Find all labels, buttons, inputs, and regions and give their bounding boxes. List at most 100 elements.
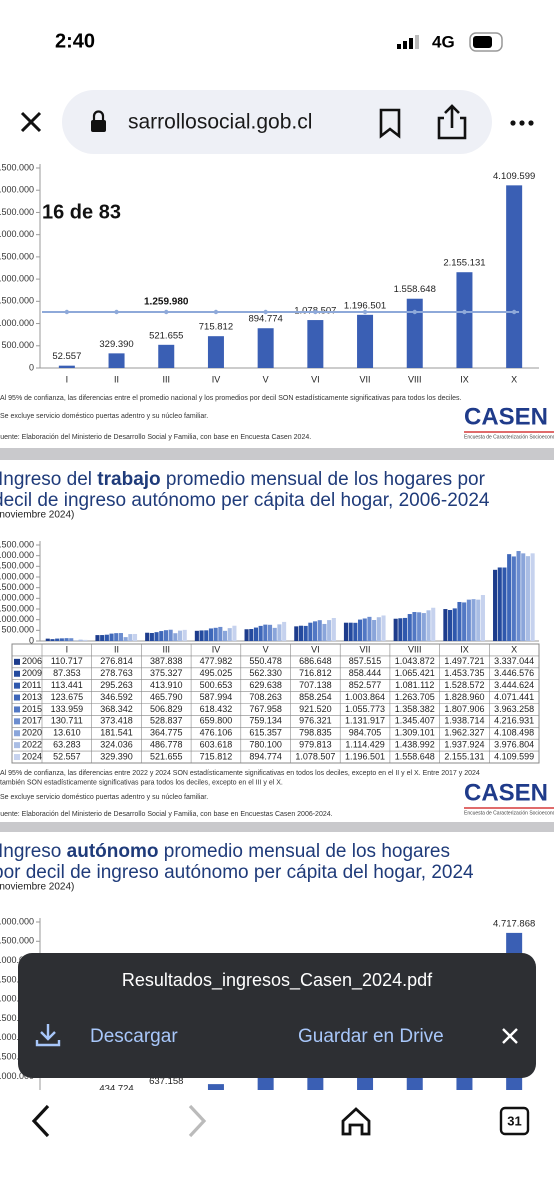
page-indicator: 16 de 83 (42, 201, 121, 223)
y-tick-label: 3.500.000 (0, 207, 34, 217)
legend-label: 2011 (22, 680, 41, 690)
table-cell: 276.814 (100, 656, 133, 666)
table-cell: 13.610 (53, 728, 81, 738)
table-cell: 707.138 (299, 680, 332, 690)
table-cell: 562.330 (249, 668, 282, 678)
bookmark-button[interactable] (379, 108, 401, 139)
table-cell: 1.055.773 (345, 704, 385, 714)
data-label: 894.774 (248, 314, 282, 325)
bar (393, 618, 398, 641)
share-button[interactable] (437, 104, 467, 140)
table-cell: 780.100 (249, 740, 282, 750)
table-cell: 4.071.441 (494, 692, 534, 702)
tab-count: 31 (507, 1113, 521, 1128)
table-cell: 1.358.382 (395, 704, 435, 714)
table-cell: 1.345.407 (395, 716, 435, 726)
bar (362, 618, 367, 641)
footnote: también SON estadísticamente significati… (0, 779, 283, 786)
y-tick-label: 1.500.000 (0, 1051, 34, 1061)
drive-button[interactable]: Guardar en Drive (298, 1026, 444, 1047)
bar (244, 629, 249, 641)
forward-button[interactable] (188, 1104, 207, 1138)
table-cell: 1.078.507 (295, 751, 335, 761)
bar (313, 621, 318, 641)
bar (100, 635, 105, 641)
url-bar[interactable] (62, 90, 492, 154)
bar (376, 617, 381, 641)
y-tick-label: 0 (29, 362, 34, 372)
y-tick-label: 1.000.000 (0, 318, 34, 328)
chart: Ingreso del trabajo promedio mensual de … (0, 469, 554, 818)
bar (253, 627, 259, 641)
y-tick-label: 1.500.000 (0, 296, 34, 306)
bar (282, 621, 287, 641)
bar (204, 630, 209, 641)
bar (123, 637, 128, 641)
bar (480, 595, 485, 641)
y-tick-label: 5.000.000 (0, 916, 34, 926)
dismiss-button[interactable] (502, 1028, 518, 1044)
x-tick-label: V (263, 374, 269, 384)
bar (95, 635, 100, 641)
table-cell: 495.025 (200, 668, 233, 678)
table-cell: 63.283 (53, 740, 81, 750)
table-cell: 716.812 (299, 668, 332, 678)
bar (118, 633, 123, 641)
table-cell: 2.155.131 (444, 751, 484, 761)
table-cell: 629.638 (249, 680, 282, 690)
bar (109, 633, 114, 641)
table-cell: 1.497.721 (444, 656, 484, 666)
table-cell: 1.962.327 (444, 728, 484, 738)
table-cell: 603.618 (200, 740, 233, 750)
average-marker (213, 309, 219, 315)
bar (502, 567, 507, 641)
y-tick-label: 4.500.000 (0, 162, 34, 172)
data-label: 329.390 (99, 339, 133, 350)
y-tick-label: 4.000.000 (0, 550, 34, 560)
tabs-button[interactable] (499, 1106, 530, 1136)
table-cell: 4.216.931 (494, 716, 534, 726)
title-part: Ingreso del (0, 469, 97, 490)
logo-subtitle: Encuesta de Caracterización Socioeconómi… (464, 810, 554, 816)
table-cell: 858.254 (299, 692, 332, 702)
average-label: 1.259.980 (144, 297, 189, 308)
legend-swatch (14, 706, 20, 713)
table-cell: 708.263 (249, 692, 282, 702)
download-icon (35, 1024, 61, 1047)
bar (525, 556, 530, 641)
average-marker (263, 309, 268, 315)
y-tick-label: 2.500.000 (0, 1013, 34, 1023)
bar (232, 625, 237, 641)
y-tick-label: 2.000.000 (0, 1032, 34, 1042)
table-cell: 413.910 (150, 680, 183, 690)
table-cell: 130.711 (51, 716, 83, 726)
y-tick-label: 1.500.000 (0, 603, 34, 613)
bar (208, 628, 214, 641)
bar (207, 336, 224, 368)
table-cell: 346.592 (100, 692, 133, 702)
close-button[interactable] (20, 111, 42, 133)
average-marker (64, 309, 70, 315)
y-tick-label: 2.500.000 (0, 582, 34, 592)
y-tick-label: 2.500.000 (0, 251, 34, 261)
table-cell: 329.390 (100, 751, 133, 761)
bar (343, 622, 349, 641)
table-cell: 465.790 (150, 692, 183, 702)
slide-title: decil de ingreso autónomo per cápita del… (0, 490, 490, 511)
bar (213, 627, 218, 641)
home-button[interactable] (341, 1107, 371, 1136)
legend-label: 2006 (22, 656, 42, 666)
source: Fuente: Elaboración del Ministerio de De… (0, 434, 311, 441)
menu-button[interactable] (510, 120, 534, 126)
back-button[interactable] (31, 1104, 50, 1138)
bar (168, 629, 173, 641)
bar (331, 617, 336, 641)
table-cell: 1.438.992 (395, 740, 435, 750)
time: 2:40 (55, 30, 95, 52)
source: Fuente: Elaboración del Ministerio de De… (0, 811, 333, 818)
table-cell: 894.774 (249, 751, 282, 761)
data-label: 715.812 (199, 322, 233, 333)
bar (443, 609, 448, 641)
download-button[interactable]: Descargar (90, 1026, 178, 1047)
bar (327, 620, 332, 641)
